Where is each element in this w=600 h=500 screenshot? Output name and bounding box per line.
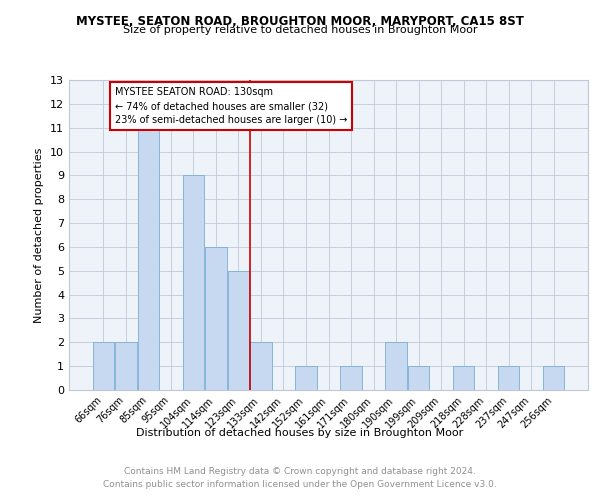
Bar — [498, 366, 520, 390]
Bar — [543, 366, 565, 390]
Bar — [92, 342, 114, 390]
Bar — [250, 342, 272, 390]
Bar — [408, 366, 429, 390]
Bar — [295, 366, 317, 390]
Text: Distribution of detached houses by size in Broughton Moor: Distribution of detached houses by size … — [136, 428, 464, 438]
Text: Size of property relative to detached houses in Broughton Moor: Size of property relative to detached ho… — [123, 25, 477, 35]
Bar — [115, 342, 137, 390]
Y-axis label: Number of detached properties: Number of detached properties — [34, 148, 44, 322]
Bar — [340, 366, 362, 390]
Bar — [205, 247, 227, 390]
Text: Contains HM Land Registry data © Crown copyright and database right 2024.: Contains HM Land Registry data © Crown c… — [124, 468, 476, 476]
Text: Contains public sector information licensed under the Open Government Licence v3: Contains public sector information licen… — [103, 480, 497, 489]
Bar — [453, 366, 475, 390]
Bar — [137, 128, 159, 390]
Bar — [228, 271, 249, 390]
Text: MYSTEE SEATON ROAD: 130sqm
← 74% of detached houses are smaller (32)
23% of semi: MYSTEE SEATON ROAD: 130sqm ← 74% of deta… — [115, 87, 347, 125]
Text: MYSTEE, SEATON ROAD, BROUGHTON MOOR, MARYPORT, CA15 8ST: MYSTEE, SEATON ROAD, BROUGHTON MOOR, MAR… — [76, 15, 524, 28]
Bar — [182, 176, 204, 390]
Bar — [385, 342, 407, 390]
